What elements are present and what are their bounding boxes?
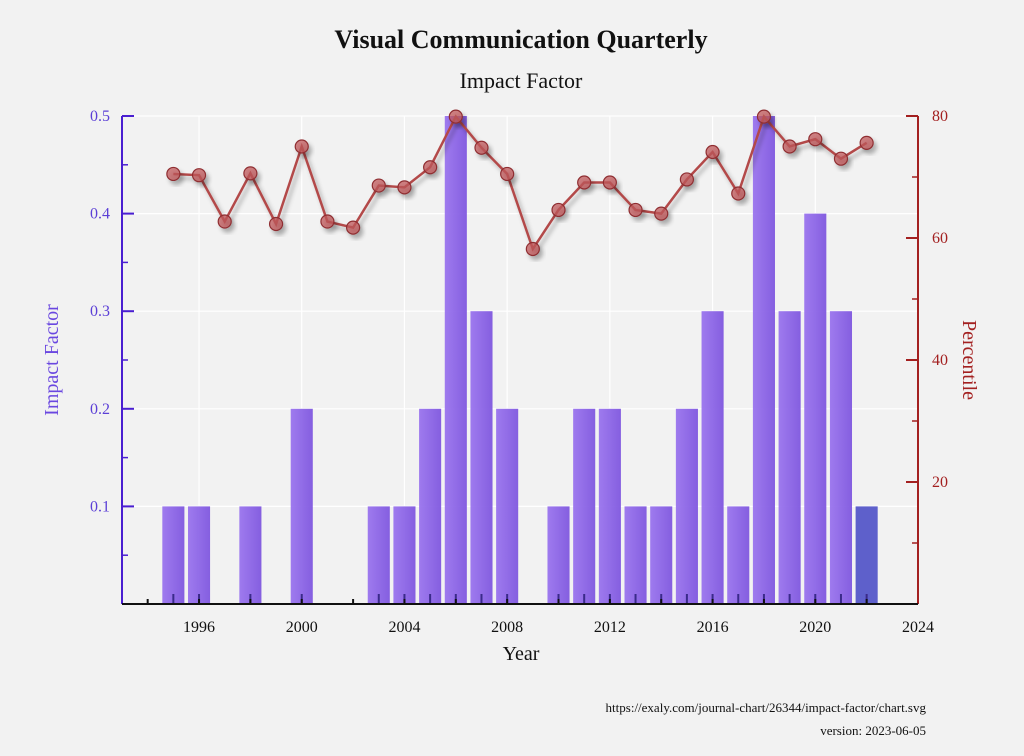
x-tick-label: 2000 bbox=[286, 619, 318, 636]
y-tick-label: 0.1 bbox=[90, 498, 110, 515]
bar bbox=[675, 408, 698, 604]
percentile-point bbox=[320, 214, 335, 229]
percentile-point bbox=[500, 166, 515, 182]
percentile-point bbox=[397, 180, 412, 195]
y-axis-title: Impact Factor bbox=[41, 304, 63, 416]
bar bbox=[419, 408, 442, 604]
footer-url: https://exaly.com/journal-chart/26344/im… bbox=[606, 700, 927, 715]
bar bbox=[290, 408, 313, 604]
x-tick-label: 2008 bbox=[491, 619, 523, 636]
bar bbox=[496, 408, 519, 604]
bar bbox=[393, 506, 416, 604]
percentile-point bbox=[345, 220, 361, 235]
bar bbox=[650, 506, 673, 604]
percentile-point bbox=[217, 214, 232, 229]
percentile-point bbox=[756, 109, 772, 124]
percentile-point bbox=[679, 172, 695, 187]
percentile-point bbox=[654, 206, 669, 221]
bar bbox=[367, 506, 390, 604]
x-tick-label: 2020 bbox=[799, 619, 831, 636]
x-tick-label: 2016 bbox=[697, 619, 729, 636]
bar bbox=[187, 506, 211, 604]
bar-series bbox=[162, 116, 878, 604]
y-tick-label: 0.4 bbox=[90, 206, 110, 223]
percentile-point bbox=[551, 202, 566, 218]
percentile-point bbox=[191, 168, 207, 183]
bar bbox=[701, 311, 724, 604]
percentile-point bbox=[833, 151, 849, 166]
axes: 0.1 0.2 0.3 0.4 0.5 20 40 60 80 1996 2000 2004 2008 2… bbox=[90, 108, 948, 636]
percentile-point bbox=[166, 166, 181, 182]
y2-axis-title: Percentile bbox=[958, 320, 980, 400]
bar bbox=[804, 213, 827, 604]
y2-tick-label: 20 bbox=[932, 474, 948, 491]
chart-title: Visual Communication Quarterly bbox=[334, 25, 707, 54]
y2-tick-label: 60 bbox=[932, 230, 948, 247]
bar bbox=[470, 311, 493, 604]
bar bbox=[624, 506, 647, 604]
percentile-series bbox=[166, 109, 874, 257]
footer-version: version: 2023-06-05 bbox=[820, 723, 926, 738]
percentile-point bbox=[859, 135, 874, 150]
percentile-point bbox=[577, 175, 592, 190]
bar bbox=[573, 408, 596, 604]
percentile-point bbox=[602, 175, 617, 190]
percentile-point bbox=[525, 241, 540, 257]
x-tick-label: 2004 bbox=[388, 619, 420, 636]
bar bbox=[727, 506, 750, 604]
bar bbox=[752, 116, 775, 604]
percentile-point bbox=[628, 202, 643, 218]
percentile-point bbox=[423, 160, 438, 175]
percentile-point bbox=[243, 166, 258, 181]
percentile-point bbox=[731, 186, 746, 201]
bar bbox=[239, 506, 262, 604]
y-tick-label: 0.3 bbox=[90, 303, 110, 320]
chart-subtitle: Impact Factor bbox=[460, 68, 583, 93]
y2-tick-label: 80 bbox=[932, 108, 948, 125]
percentile-point bbox=[808, 132, 823, 147]
bar bbox=[778, 311, 801, 604]
bar bbox=[829, 311, 853, 604]
bar bbox=[547, 506, 570, 604]
y-tick-label: 0.2 bbox=[90, 401, 110, 418]
bar bbox=[444, 116, 467, 604]
x-tick-label: 1996 bbox=[183, 619, 215, 636]
percentile-point bbox=[294, 139, 309, 154]
percentile-point bbox=[705, 144, 720, 160]
percentile-point bbox=[448, 109, 463, 124]
y-tick-label: 0.5 bbox=[90, 108, 110, 125]
percentile-point bbox=[474, 140, 489, 155]
x-axis-title: Year bbox=[503, 643, 540, 665]
bar bbox=[598, 408, 621, 604]
bar bbox=[855, 506, 878, 604]
x-tick-label: 2024 bbox=[902, 619, 934, 636]
percentile-line bbox=[173, 114, 868, 252]
y2-tick-label: 40 bbox=[932, 352, 948, 369]
percentile-point bbox=[268, 216, 284, 232]
x-tick-label: 2012 bbox=[594, 619, 626, 636]
bar bbox=[162, 506, 185, 604]
percentile-point bbox=[782, 139, 797, 154]
percentile-point bbox=[371, 178, 386, 193]
